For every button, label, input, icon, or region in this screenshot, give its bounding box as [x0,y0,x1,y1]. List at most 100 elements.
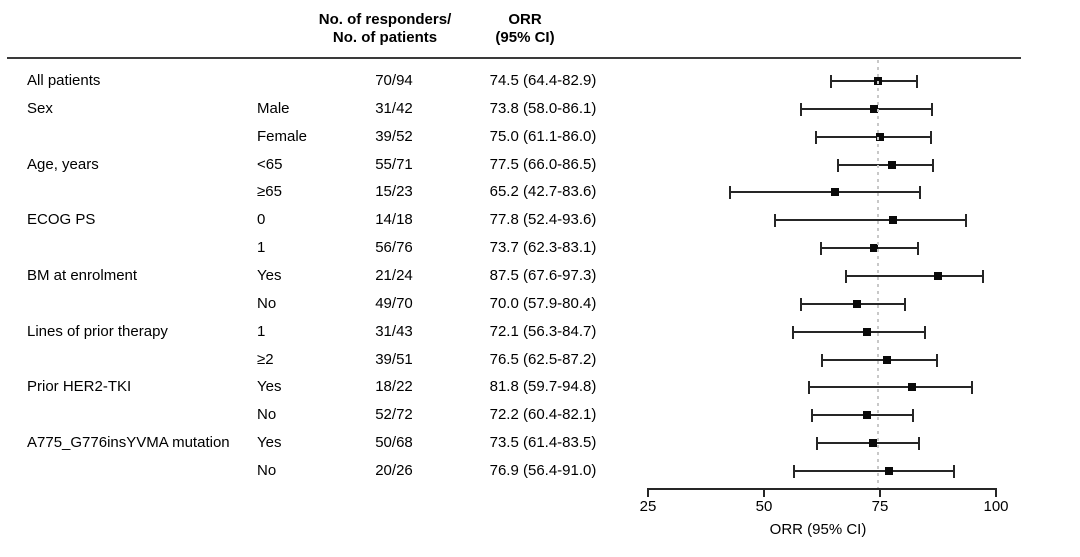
ci-cap-left [800,103,803,116]
ci-bar [730,191,920,193]
ci-cap-right [924,326,926,339]
responders-value: 39/51 [375,351,413,368]
orr-value: 87.5 (67.6-97.3) [489,267,597,284]
subgroup-label: Female [257,128,308,145]
ci-cap-left [811,409,814,422]
column-header-orr: ORR (95% CI) [445,11,605,47]
x-axis-title: ORR (95% CI) [769,521,867,538]
point-estimate-marker [888,216,897,224]
orr-value: 76.5 (62.5-87.2) [489,351,597,368]
reference-line [876,60,879,488]
column-header-orr-line1: ORR [508,11,542,28]
subgroup-label: Male [257,100,290,117]
responders-value: 31/43 [375,323,413,340]
ci-cap-right [915,75,918,88]
ci-bar [816,442,920,444]
ci-bar [775,219,967,221]
point-estimate-marker [869,244,878,252]
subgroup-label: Yes [257,378,282,395]
ci-bar [845,275,984,277]
point-estimate-marker [862,328,871,336]
orr-value: 73.7 (62.3-83.1) [489,239,597,256]
orr-value: 77.8 (52.4-93.6) [489,211,597,228]
ci-cap-right [935,354,938,367]
point-estimate-marker [830,188,839,196]
x-axis-line [647,488,997,490]
x-axis-tick-label: 100 [983,498,1009,515]
point-estimate-marker [934,272,942,280]
ci-bar [838,164,934,166]
point-estimate-marker [863,411,871,419]
subgroup-label: Yes [257,434,282,451]
ci-cap-right [911,409,914,422]
ci-cap-right [918,437,921,450]
responders-value: 56/76 [375,239,413,256]
responders-value: 50/68 [375,434,413,451]
ci-cap-left [820,242,823,255]
x-axis-tick [995,489,997,497]
ci-cap-left [808,381,810,394]
ci-cap-right [970,381,973,394]
ci-bar [822,359,937,361]
ci-cap-left [774,214,777,227]
header-rule [7,57,1021,59]
point-estimate-marker [869,439,878,447]
orr-value: 70.0 (57.9-80.4) [489,295,597,312]
group-label: Lines of prior therapy [27,323,168,340]
group-label: Prior HER2-TKI [27,378,132,395]
responders-value: 15/23 [375,183,413,200]
subgroup-label: 1 [257,239,266,256]
orr-value: 74.5 (64.4-82.9) [489,72,597,89]
ci-cap-left [792,465,795,478]
column-header-responders: No. of responders/ No. of patients [285,11,485,47]
ci-cap-left [799,298,802,311]
point-estimate-marker [882,356,891,364]
ci-bar [821,247,918,249]
ci-cap-right [953,465,956,478]
x-axis-tick-label: 25 [639,498,657,515]
column-header-responders-line2: No. of patients [332,29,438,46]
x-axis-tick [647,489,649,497]
ci-cap-right [904,298,907,311]
orr-value: 72.1 (56.3-84.7) [489,323,597,340]
x-axis-tick-label: 50 [755,498,773,515]
group-label: A775_G776insYVMA mutation [27,434,230,451]
ci-cap-left [837,159,840,172]
responders-value: 14/18 [375,211,413,228]
ci-cap-left [829,75,832,88]
orr-value: 76.9 (56.4-91.0) [489,462,597,479]
ci-cap-left [729,186,732,199]
responders-value: 55/71 [375,156,413,173]
subgroup-label: Yes [257,267,282,284]
ci-cap-right [982,270,985,283]
ci-cap-right [930,103,933,116]
point-estimate-marker [870,105,879,113]
ci-bar [812,414,913,416]
group-label: All patients [27,72,101,89]
responders-value: 39/52 [375,128,413,145]
responders-value: 18/22 [375,378,413,395]
ci-cap-left [792,326,795,339]
group-label: ECOG PS [27,211,96,228]
column-header-orr-line2: (95% CI) [495,29,555,46]
ci-cap-right [916,242,919,255]
ci-cap-right [965,214,968,227]
point-estimate-marker [887,161,896,169]
point-estimate-marker [852,300,861,308]
ci-cap-left [821,354,823,367]
orr-value: 81.8 (59.7-94.8) [489,378,597,395]
point-estimate-marker [907,383,916,391]
responders-value: 21/24 [375,267,413,284]
subgroup-label: No [257,406,277,423]
ci-bar [793,331,925,333]
x-axis-tick-label: 75 [871,498,889,515]
subgroup-label: ≥2 [257,351,274,368]
group-label: Sex [27,100,53,117]
ci-bar [809,386,972,388]
point-estimate-marker [884,467,893,475]
orr-value: 72.2 (60.4-82.1) [489,406,597,423]
orr-value: 75.0 (61.1-86.0) [489,128,597,145]
responders-value: 31/42 [375,100,413,117]
ci-cap-right [918,186,921,199]
